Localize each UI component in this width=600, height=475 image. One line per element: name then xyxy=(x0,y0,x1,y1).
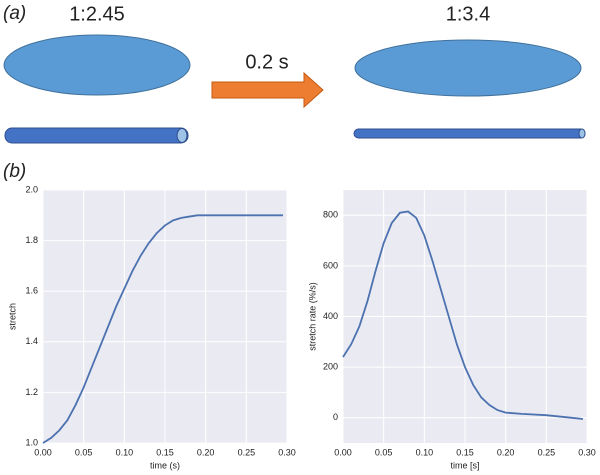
cylinder-after xyxy=(353,128,586,139)
x-tick-label: 0.20 xyxy=(497,447,515,457)
x-tick-label: 0.05 xyxy=(375,447,393,457)
x-tick-label: 0.20 xyxy=(197,447,215,457)
y-tick-label: 2.0 xyxy=(25,184,38,194)
y-axis-label: stretch xyxy=(7,303,17,330)
y-tick-label: 1.4 xyxy=(25,336,38,346)
x-tick-label: 0.00 xyxy=(334,447,352,457)
duration-label: 0.2 s xyxy=(245,51,288,73)
x-tick-label: 0.05 xyxy=(75,447,93,457)
y-tick-label: 1.6 xyxy=(25,286,38,296)
y-tick-label: 800 xyxy=(323,210,338,220)
cylinder-end xyxy=(578,128,586,139)
x-tick-label: 0.30 xyxy=(578,447,596,457)
x-tick-label: 0.25 xyxy=(538,447,556,457)
panel-label: (a) xyxy=(3,3,26,24)
y-tick-label: 200 xyxy=(323,361,338,371)
x-tick-label: 0.25 xyxy=(238,447,256,457)
x-tick-label: 0.10 xyxy=(116,447,134,457)
data-line xyxy=(42,214,283,444)
cylinder-end xyxy=(176,128,188,143)
y-tick-label: 1.2 xyxy=(25,387,38,397)
arrow xyxy=(211,71,324,109)
x-axis-label: time [s] xyxy=(450,460,479,470)
ratio-label: 1:2.45 xyxy=(69,3,125,25)
y-tick-label: 600 xyxy=(323,260,338,270)
data-line xyxy=(342,210,584,420)
x-tick-label: 0.15 xyxy=(456,447,474,457)
x-tick-label: 0.30 xyxy=(278,447,296,457)
panel-label: (b) xyxy=(3,161,26,182)
ellipse-before xyxy=(3,34,191,96)
ellipse-after xyxy=(354,39,582,97)
x-axis-label: time (s) xyxy=(150,460,180,470)
y-tick-label: 1.8 xyxy=(25,235,38,245)
x-tick-label: 0.10 xyxy=(416,447,434,457)
x-tick-label: 0.00 xyxy=(34,447,52,457)
y-tick-label: 0 xyxy=(333,412,338,422)
y-tick-label: 400 xyxy=(323,311,338,321)
y-axis-label: stretch rate (%/s) xyxy=(307,282,317,351)
ratio-label: 1:3.4 xyxy=(446,3,490,25)
cylinder-before xyxy=(4,127,189,144)
y-tick-label: 1.0 xyxy=(25,437,38,447)
x-tick-label: 0.15 xyxy=(156,447,174,457)
